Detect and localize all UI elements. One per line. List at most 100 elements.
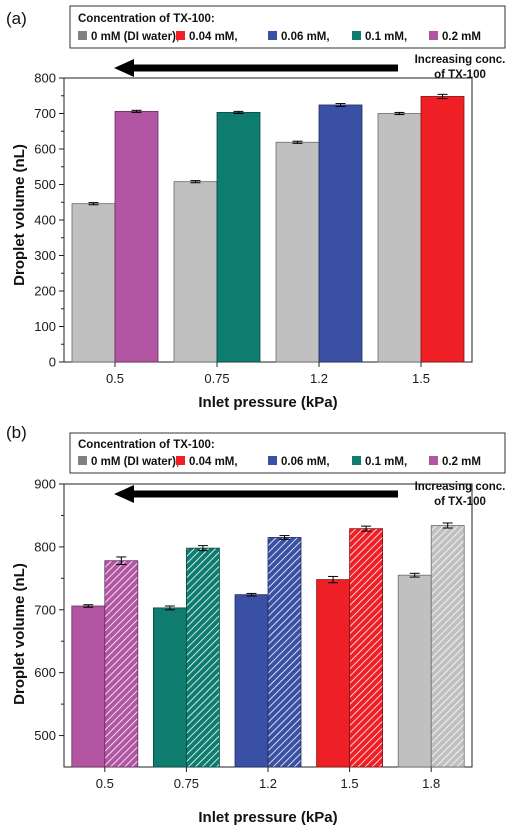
panel-label-b: (b) xyxy=(6,423,27,442)
error-bar-b-s1-3 xyxy=(361,525,372,532)
error-bar-a-s0-2 xyxy=(292,140,303,144)
bar-a-s1-2 xyxy=(318,104,363,363)
x-tick-label-b-3: 1.5 xyxy=(341,776,359,791)
x-axis-label-a: Inlet pressure (kPa) xyxy=(198,394,337,411)
chart-panel-b: (b) Concentration of TX-100: 0 mM (DI wa… xyxy=(6,423,506,826)
x-tick-label-b-2: 1.2 xyxy=(259,776,277,791)
legend-a: 0 mM (DI water), 0.04 mM, 0.06 mM, 0.1 mM, 0… xyxy=(78,31,481,43)
bar-a-s0-0 xyxy=(71,203,116,363)
bar-b-s1-2 xyxy=(267,537,302,768)
annotation-line1-b: Increasing conc. xyxy=(415,481,506,493)
y-tick-label-a-7: 700 xyxy=(34,106,56,121)
y-tick-label-a-2: 200 xyxy=(34,284,56,299)
legend-label-a-4: 0.2 mM xyxy=(442,31,481,43)
error-bar-a-s0-0 xyxy=(88,202,99,206)
x-tick-label-a-3: 1.5 xyxy=(412,371,430,386)
legend-label-a-1: 0.04 mM, xyxy=(189,31,238,43)
y-tick-label-b-4: 900 xyxy=(34,477,56,492)
y-tick-label-a-8: 800 xyxy=(34,71,56,86)
error-bar-a-s1-3 xyxy=(437,93,448,100)
error-bar-b-s1-4 xyxy=(442,522,453,529)
bar-a-s0-3 xyxy=(377,113,422,363)
error-bar-b-s0-1 xyxy=(164,605,175,611)
legend-box-a xyxy=(69,5,506,49)
legend-swatch-b-4 xyxy=(429,456,438,465)
bar-b-s1-3 xyxy=(349,528,384,768)
error-bar-b-s0-3 xyxy=(328,575,339,584)
error-bar-b-s0-0 xyxy=(83,604,94,608)
arrow-increasing-conc-a xyxy=(114,59,398,77)
y-tick-label-a-4: 400 xyxy=(34,213,56,228)
error-bar-b-s1-1 xyxy=(197,545,208,552)
y-tick-label-b-2: 700 xyxy=(34,602,56,617)
legend-label-b-0: 0 mM (DI water), xyxy=(91,456,179,468)
legend-title-b: Concentration of TX-100: xyxy=(78,439,215,451)
x-tick-label-a-0: 0.5 xyxy=(106,371,124,386)
bar-a-s1-0 xyxy=(114,110,159,363)
error-bar-a-s1-2 xyxy=(335,103,346,107)
x-axis-label-b: Inlet pressure (kPa) xyxy=(198,809,337,826)
legend-label-a-3: 0.1 mM, xyxy=(365,31,407,43)
bar-b-s1-0 xyxy=(104,560,139,768)
bar-b-s1-4 xyxy=(430,525,465,768)
x-tick-label-a-2: 1.2 xyxy=(310,371,328,386)
bar-b-s0-4 xyxy=(397,574,432,768)
y-tick-label-b-3: 800 xyxy=(34,539,56,554)
error-bar-a-s0-1 xyxy=(190,180,201,184)
legend-swatch-a-0 xyxy=(78,31,87,40)
error-bar-b-s0-2 xyxy=(246,592,257,597)
y-axis-label-a: Droplet volume (nL) xyxy=(11,144,28,286)
y-tick-label-a-6: 600 xyxy=(34,142,56,157)
x-tick-label-b-1: 0.75 xyxy=(174,776,199,791)
annotation-line1-a: Increasing conc. xyxy=(415,54,506,66)
annotation-line2-b: of TX-100 xyxy=(434,496,486,508)
plot-area-a: 0 100 200 300 400 500 600 700 800 0.5 0.75 1.2 1.5 xyxy=(34,71,473,386)
legend-label-b-3: 0.1 mM, xyxy=(365,456,407,468)
error-bar-a-s0-3 xyxy=(394,111,405,116)
x-tick-label-a-1: 0.75 xyxy=(204,371,229,386)
y-tick-label-a-3: 300 xyxy=(34,248,56,263)
y-axis-label-b: Droplet volume (nL) xyxy=(11,563,28,705)
legend-swatch-a-1 xyxy=(176,31,185,40)
legend-swatch-a-3 xyxy=(352,31,361,40)
legend-b: 0 mM (DI water), 0.04 mM, 0.06 mM, 0.1 mM, 0… xyxy=(78,456,481,468)
y-tick-label-a-1: 100 xyxy=(34,319,56,334)
error-bar-b-s0-4 xyxy=(409,572,420,578)
legend-label-b-2: 0.06 mM, xyxy=(281,456,330,468)
legend-swatch-a-2 xyxy=(268,31,277,40)
chart-panel-a: (a) Concentration of TX-100: 0 mM (DI wa… xyxy=(6,5,506,411)
y-tick-label-a-5: 500 xyxy=(34,177,56,192)
bar-a-s1-1 xyxy=(216,112,261,363)
legend-swatch-b-2 xyxy=(268,456,277,465)
panel-label-a: (a) xyxy=(6,9,27,28)
arrow-increasing-conc-b xyxy=(114,485,398,503)
error-bar-b-s1-0 xyxy=(116,556,127,565)
y-tick-label-b-0: 500 xyxy=(34,728,56,743)
bar-a-s0-2 xyxy=(275,141,320,363)
error-bar-b-s1-2 xyxy=(279,535,290,540)
bar-a-s0-1 xyxy=(173,181,218,363)
bar-a-s1-3 xyxy=(420,96,465,363)
annotation-line2-a: of TX-100 xyxy=(434,69,486,81)
y-tick-label-a-0: 0 xyxy=(49,355,56,370)
x-tick-label-b-4: 1.8 xyxy=(422,776,440,791)
legend-swatch-b-0 xyxy=(78,456,87,465)
legend-label-b-4: 0.2 mM xyxy=(442,456,481,468)
legend-swatch-a-4 xyxy=(429,31,438,40)
error-bar-a-s1-1 xyxy=(233,110,244,114)
legend-label-a-2: 0.06 mM, xyxy=(281,31,330,43)
legend-label-a-0: 0 mM (DI water), xyxy=(91,31,179,43)
x-tick-label-b-0: 0.5 xyxy=(96,776,114,791)
plot-area-b: 500 600 700 800 900 0.5 0.75 1.2 1.5 1.8 xyxy=(34,477,473,791)
legend-swatch-b-1 xyxy=(176,456,185,465)
bar-b-s0-2 xyxy=(234,594,269,768)
bar-b-s1-1 xyxy=(185,547,220,768)
error-bar-a-s1-0 xyxy=(131,109,142,113)
bar-b-s0-3 xyxy=(316,579,351,768)
bar-b-s0-1 xyxy=(152,607,187,768)
legend-swatch-b-3 xyxy=(352,456,361,465)
legend-title-a: Concentration of TX-100: xyxy=(78,13,215,25)
bar-b-s0-0 xyxy=(71,605,106,768)
y-tick-label-b-1: 600 xyxy=(34,665,56,680)
